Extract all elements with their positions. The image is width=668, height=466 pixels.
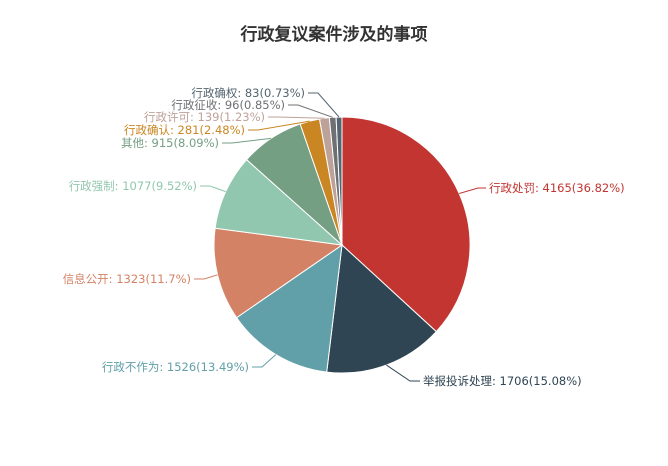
leader-line-2 [252,354,277,368]
slice-label-0: 行政处罚: 4165(36.82%) [489,181,625,195]
slice-label-1: 举报投诉处理: 1706(15.08%) [423,374,582,388]
slice-label-2: 行政不作为: 1526(13.49%) [102,360,249,374]
leader-line-8 [288,104,333,118]
pie-slice-9[interactable] [335,116,343,246]
slice-label-5: 其他: 915(8.09%) [121,136,219,150]
pie-slice-2[interactable] [235,243,343,373]
slice-label-8: 行政征收: 96(0.85%) [171,98,285,112]
slice-label-9: 行政确权: 83(0.73%) [191,86,305,100]
leader-line-4 [200,185,226,193]
chart-title: 行政复议案件涉及的事项 [240,25,428,45]
pie-slice-1[interactable] [326,243,437,374]
leader-line-1 [386,364,420,382]
pie-slice-4[interactable] [214,158,344,246]
slice-label-6: 行政确认: 281(2.48%) [124,123,245,137]
slice-label-4: 行政强制: 1077(9.52%) [69,179,197,193]
leader-line-7 [268,116,325,119]
pie-slice-0[interactable] [341,116,471,333]
leader-line-9 [308,92,340,118]
slice-label-3: 信息公开: 1323(11.7%) [63,272,191,286]
slice-label-7: 行政许可: 139(1.23%) [144,110,265,124]
pie-slice-3[interactable] [213,227,344,319]
leader-line-3 [194,274,218,280]
leader-line-6 [248,120,310,131]
leader-line-5 [222,137,272,144]
leader-line-0 [459,187,486,194]
